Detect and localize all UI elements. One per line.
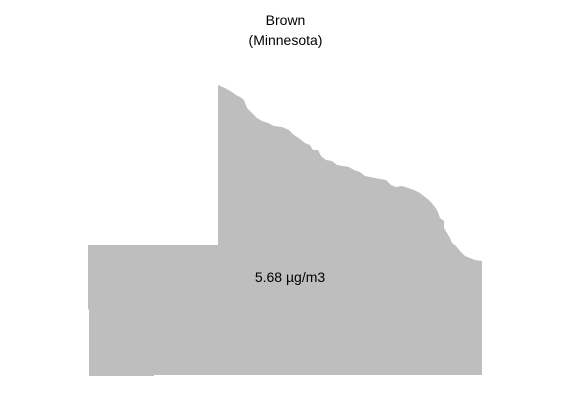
county-shape bbox=[88, 85, 482, 376]
value-label: 5.68 µg/m3 bbox=[254, 269, 326, 285]
map-title: Brown bbox=[265, 12, 306, 28]
map-subtitle: (Minnesota) bbox=[248, 32, 323, 48]
